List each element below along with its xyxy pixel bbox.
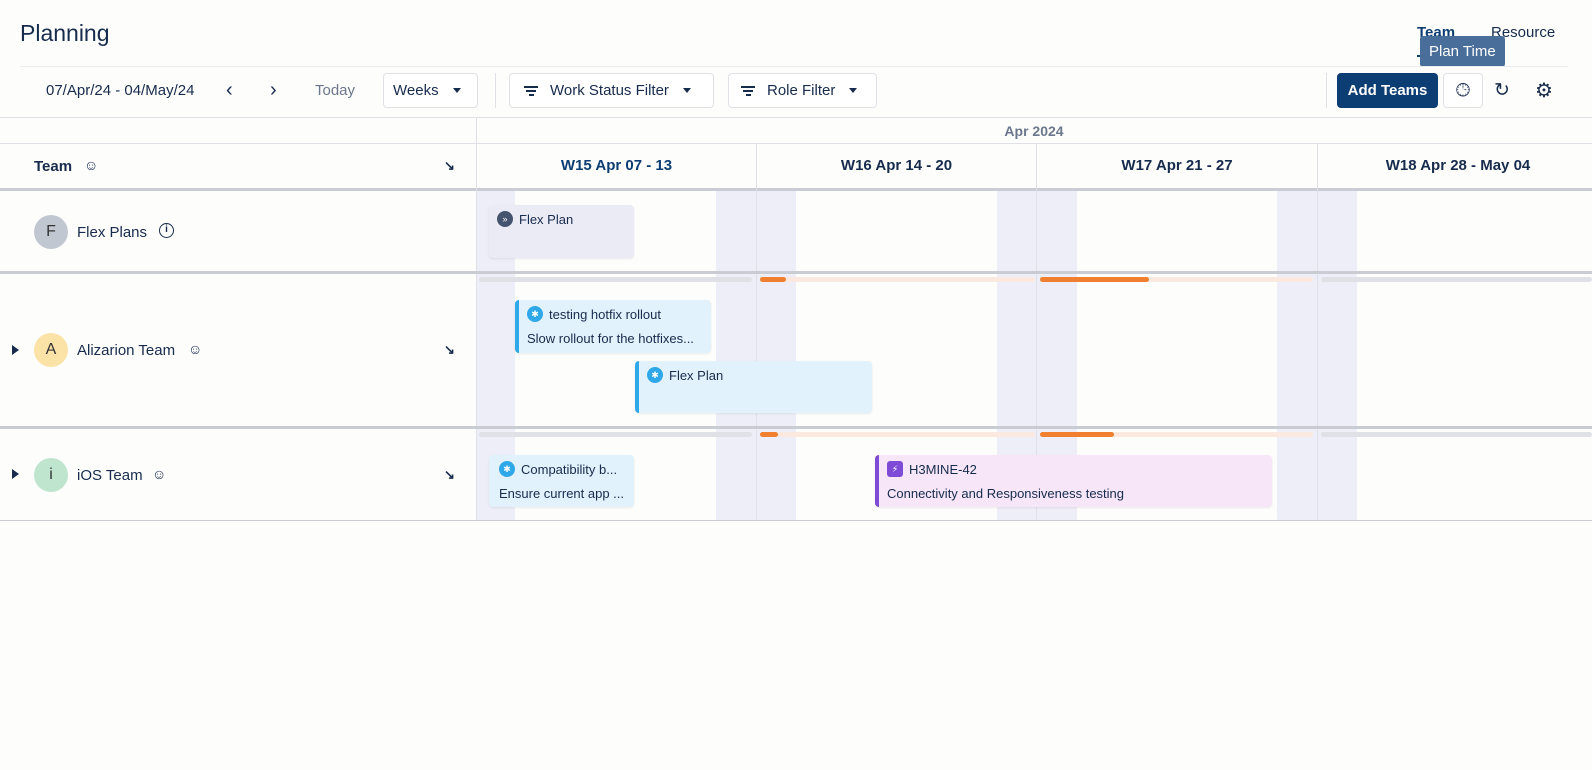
team-icon: ☺ xyxy=(152,466,167,482)
capacity-bar xyxy=(1040,277,1313,282)
plan-card[interactable]: ✱ Compatibility b... Ensure current app .… xyxy=(489,455,634,507)
team-name[interactable]: Alizarion Team xyxy=(77,342,176,359)
capacity-bar xyxy=(1321,432,1592,437)
team-icon: ✱ xyxy=(527,306,543,322)
tooltip: Plan Time xyxy=(1420,36,1505,67)
capacity-bar xyxy=(1321,277,1592,282)
card-title: Compatibility b... xyxy=(521,461,618,477)
avatar: F xyxy=(34,215,68,249)
prev-icon[interactable]: ‹ xyxy=(226,79,233,101)
capacity-bar xyxy=(760,277,1035,282)
epic-icon: ⚡︎ xyxy=(887,461,903,477)
date-range: 07/Apr/24 - 04/May/24 xyxy=(46,82,195,99)
card-description: Ensure current app ... xyxy=(499,486,625,501)
capacity-fill xyxy=(760,277,786,282)
team-icon: ✱ xyxy=(499,461,515,477)
page-title: Planning xyxy=(20,20,110,46)
card-title: Flex Plan xyxy=(519,211,574,227)
settings-gear-icon[interactable]: ⚙ xyxy=(1535,80,1553,102)
scale-select[interactable]: Weeks xyxy=(383,73,478,108)
team-name[interactable]: iOS Team xyxy=(77,467,143,484)
expand-icon[interactable] xyxy=(12,345,19,355)
collapse-icon[interactable]: ↘ xyxy=(444,467,455,482)
collapse-icon[interactable]: ↘ xyxy=(444,342,455,357)
tab-resource[interactable]: Resource xyxy=(1491,24,1556,41)
week-header: W17 Apr 21 - 27 xyxy=(1121,157,1233,174)
divider xyxy=(1326,73,1327,108)
refresh-icon[interactable]: ↻ xyxy=(1494,80,1510,101)
capacity-fill xyxy=(1040,432,1114,437)
today-button[interactable]: Today xyxy=(315,82,356,99)
capacity-bar xyxy=(479,277,752,282)
team-icon: ☺ xyxy=(188,341,203,357)
avatar: i xyxy=(34,458,68,492)
chevron-down-icon xyxy=(682,88,691,93)
card-description: Slow rollout for the hotfixes... xyxy=(527,331,694,346)
team-icon: ✱ xyxy=(647,367,663,383)
plan-time-button[interactable]: 🕒︎ xyxy=(1443,73,1483,108)
capacity-bar xyxy=(479,432,752,437)
role-filter[interactable]: Role Filter xyxy=(728,73,877,108)
clock-icon: 🕒︎ xyxy=(1455,80,1471,100)
team-icon: ☺ xyxy=(84,157,99,173)
work-status-filter-label: Work Status Filter xyxy=(550,82,669,99)
scale-label: Weeks xyxy=(393,82,439,99)
divider xyxy=(495,73,496,108)
week-header: W18 Apr 28 - May 04 xyxy=(1385,157,1531,174)
flex-plan-icon: » xyxy=(497,211,513,227)
card-title: H3MINE-42 xyxy=(909,461,977,477)
filter-icon xyxy=(741,84,755,98)
plan-card[interactable]: ✱ testing hotfix rollout Slow rollout for… xyxy=(515,300,711,353)
card-title: Flex Plan xyxy=(669,367,724,383)
team-name[interactable]: Flex Plans xyxy=(77,224,148,241)
avatar: A xyxy=(34,333,68,367)
capacity-fill xyxy=(1040,277,1149,282)
chevron-down-icon xyxy=(452,88,461,93)
plan-card[interactable]: » Flex Plan xyxy=(489,205,634,258)
week-header: W15 Apr 07 - 13 xyxy=(560,157,673,174)
chevron-down-icon xyxy=(849,88,858,93)
team-column-header: Team xyxy=(34,158,73,175)
filter-icon xyxy=(524,84,538,98)
week-header: W16 Apr 14 - 20 xyxy=(840,157,953,174)
plan-card[interactable]: ✱ Flex Plan xyxy=(635,361,872,413)
info-icon[interactable]: i xyxy=(159,223,174,238)
work-status-filter[interactable]: Work Status Filter xyxy=(509,73,714,108)
collapse-all-icon[interactable]: ↘ xyxy=(444,158,455,173)
expand-icon[interactable] xyxy=(12,469,19,479)
month-label: Apr 2024 xyxy=(1004,123,1064,139)
capacity-fill xyxy=(760,432,778,437)
role-filter-label: Role Filter xyxy=(767,82,836,99)
capacity-bar xyxy=(760,432,1035,437)
card-title: testing hotfix rollout xyxy=(549,306,662,322)
divider xyxy=(20,66,1568,67)
plan-card[interactable]: ⚡︎ H3MINE-42 Connectivity and Responsiven… xyxy=(875,455,1272,507)
card-description: Connectivity and Responsiveness testing xyxy=(887,486,1125,501)
add-teams-button[interactable]: Add Teams xyxy=(1337,73,1438,108)
capacity-bar xyxy=(1040,432,1313,437)
next-icon[interactable]: › xyxy=(270,79,277,101)
